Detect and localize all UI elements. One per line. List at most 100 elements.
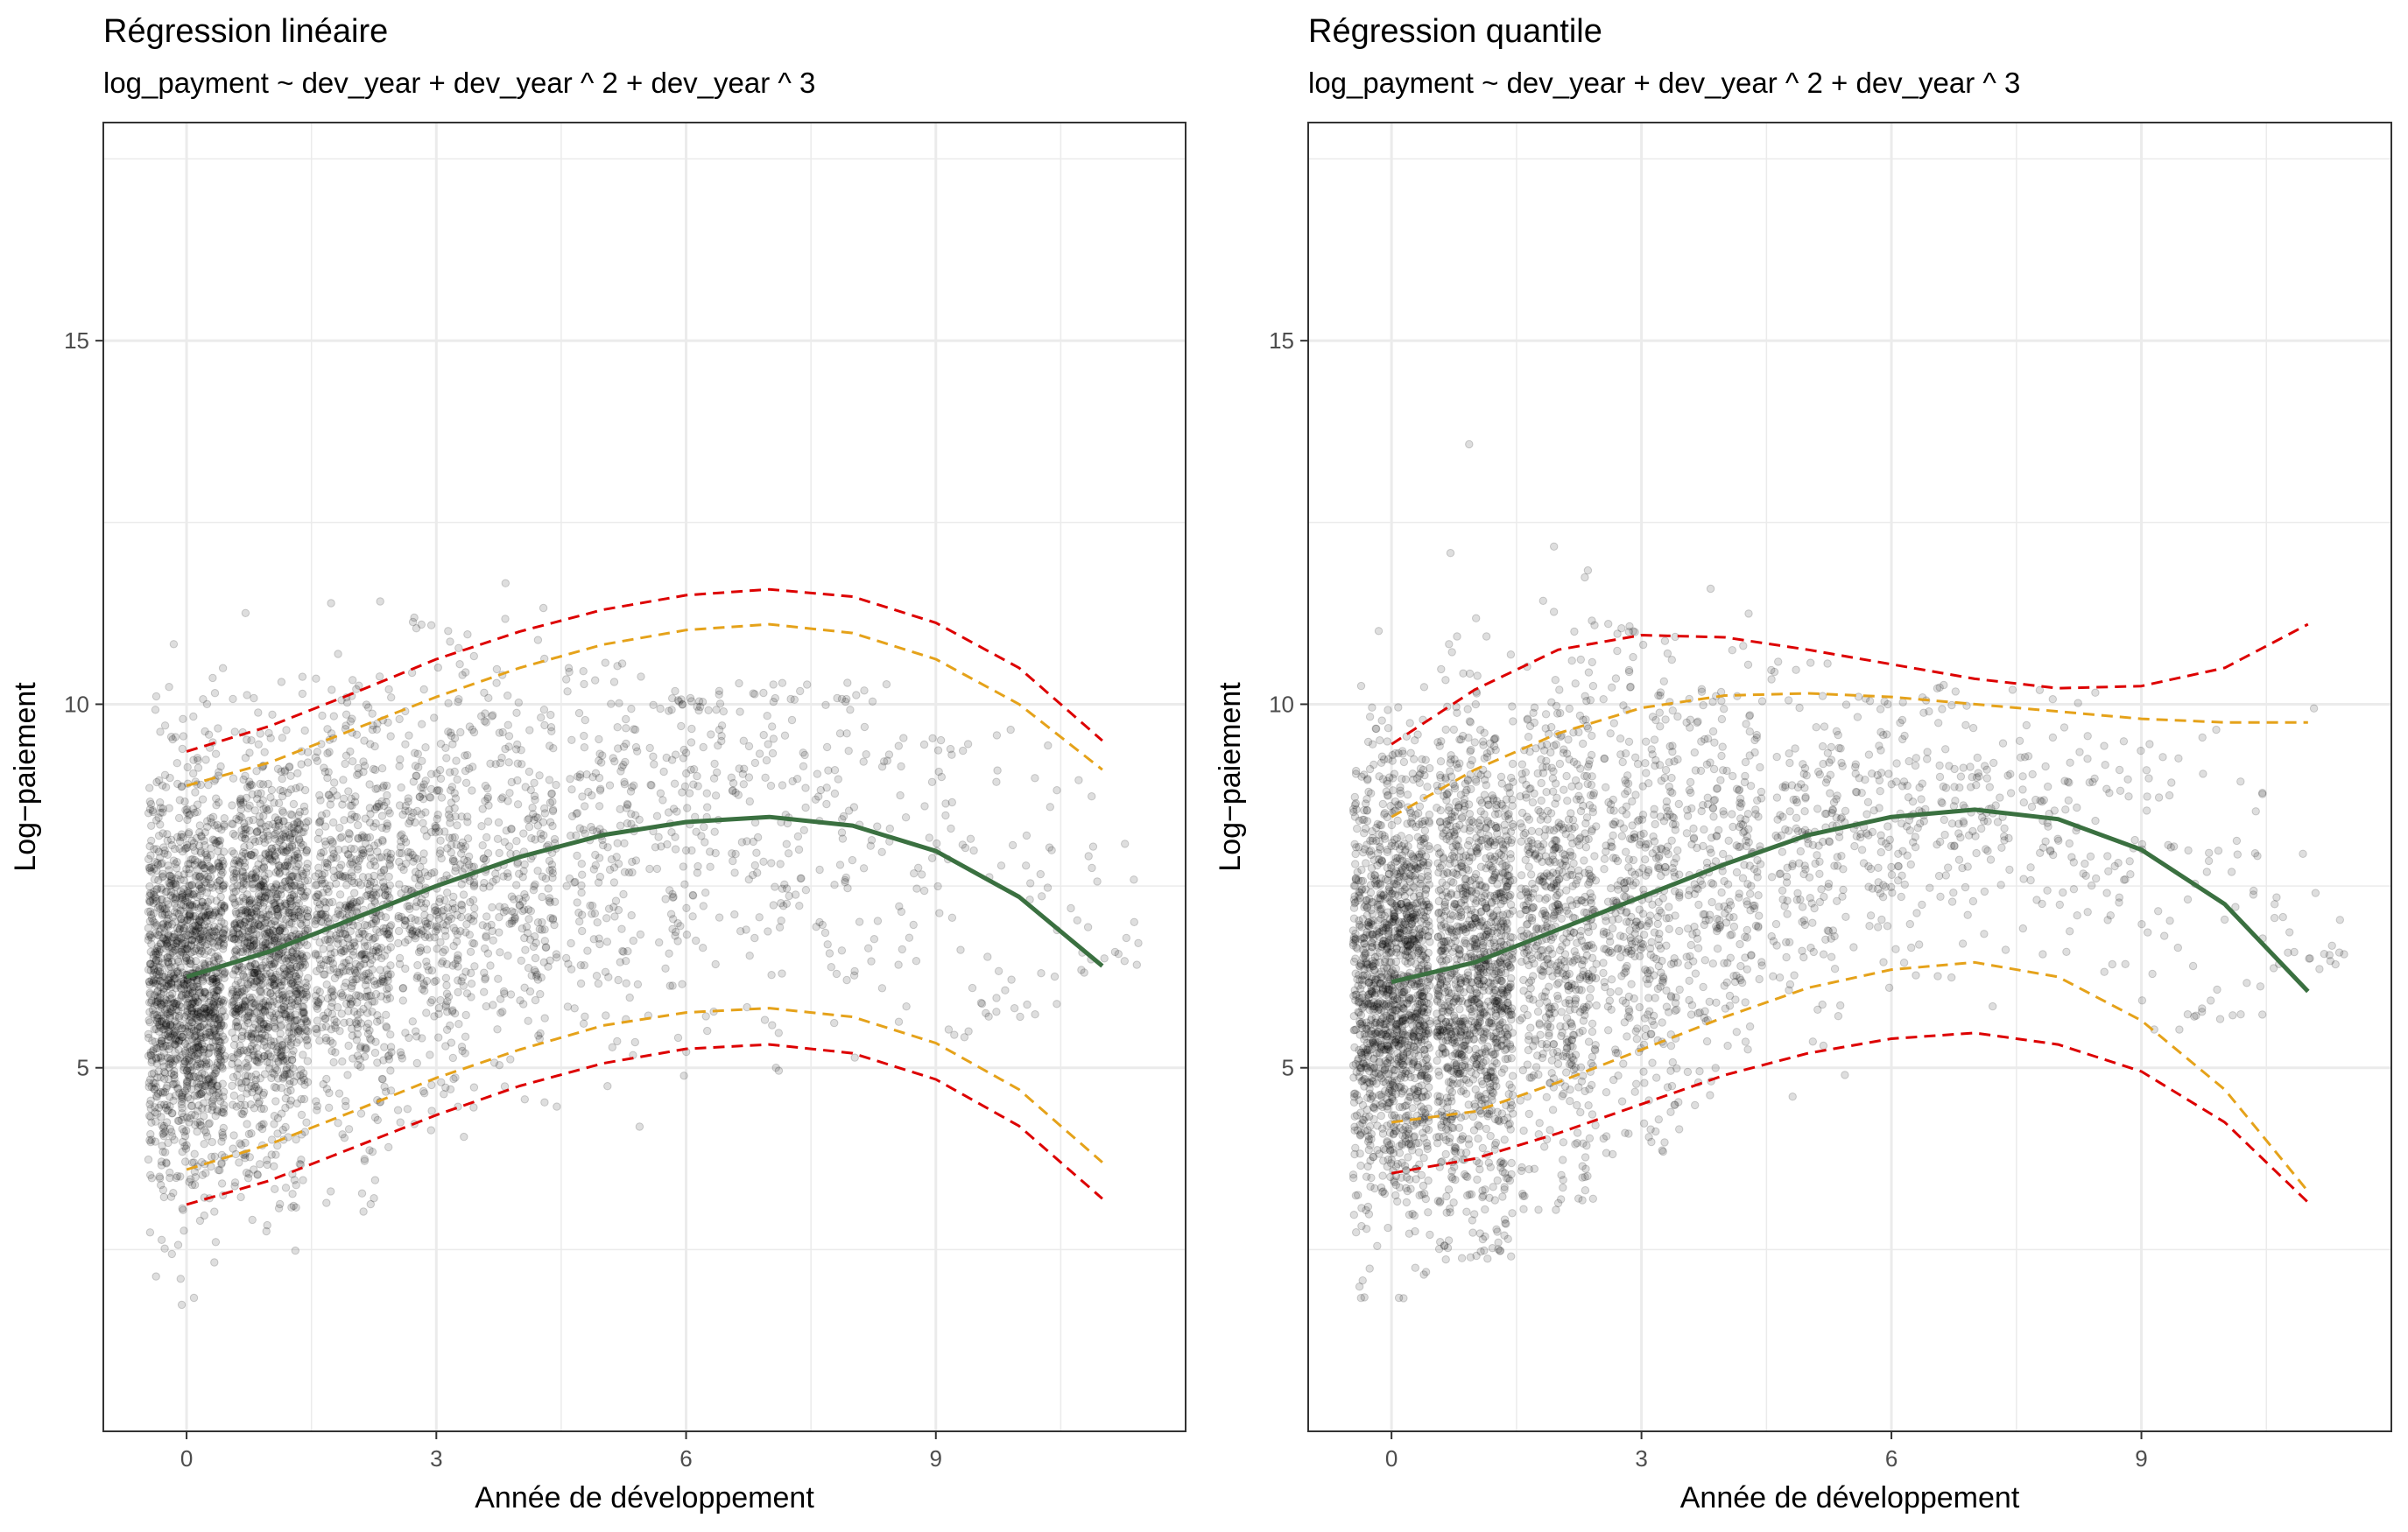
data-point: [290, 1176, 299, 1184]
data-point: [356, 1063, 365, 1072]
data-point: [764, 740, 772, 748]
data-point: [218, 664, 228, 672]
data-point: [187, 881, 197, 889]
data-point: [454, 976, 462, 985]
data-point: [300, 726, 309, 735]
data-point: [197, 912, 206, 921]
data-point: [299, 1051, 307, 1059]
data-point: [186, 889, 195, 899]
data-point: [630, 725, 638, 734]
data-point: [153, 1044, 162, 1053]
data-point: [194, 1043, 203, 1051]
data-point: [267, 1073, 276, 1083]
data-point: [614, 975, 623, 985]
data-point: [334, 650, 342, 658]
data-point: [166, 1007, 176, 1015]
data-point: [546, 798, 555, 807]
y-tick-label: 5: [77, 1055, 89, 1081]
data-point: [145, 1111, 154, 1121]
data-point: [1130, 875, 1138, 884]
data-point: [658, 796, 667, 805]
data-point: [144, 932, 153, 941]
data-point: [411, 748, 419, 757]
data-point: [1026, 879, 1035, 888]
data-point: [787, 715, 797, 725]
data-point: [633, 980, 643, 989]
data-point: [1016, 1012, 1024, 1022]
data-point: [436, 774, 446, 784]
data-point: [215, 840, 224, 849]
data-point: [209, 931, 219, 941]
data-point: [493, 834, 503, 843]
data-point: [180, 885, 188, 894]
data-point: [522, 923, 532, 931]
data-point: [183, 889, 192, 897]
data-point: [652, 864, 662, 874]
data-point: [278, 1125, 287, 1135]
data-point: [216, 1055, 225, 1065]
data-point: [214, 1015, 223, 1024]
data-point: [385, 922, 394, 931]
data-point: [171, 899, 180, 908]
data-point: [173, 938, 181, 948]
data-point: [469, 1103, 478, 1112]
data-point: [208, 985, 217, 994]
data-point: [219, 929, 228, 938]
data-point: [384, 1142, 393, 1152]
data-point: [190, 1091, 199, 1100]
data-point: [216, 1097, 225, 1106]
data-point: [193, 1091, 202, 1100]
data-point: [848, 855, 857, 865]
data-point: [198, 1104, 207, 1113]
data-point: [172, 1037, 181, 1045]
data-point: [216, 906, 226, 916]
data-point: [334, 1089, 344, 1098]
data-point: [298, 990, 306, 999]
data-point: [319, 1011, 327, 1021]
data-point: [187, 989, 197, 998]
data-point: [194, 1101, 203, 1110]
data-point: [211, 749, 221, 758]
data-point: [196, 934, 205, 944]
data-point: [398, 996, 407, 1005]
data-point: [192, 1004, 201, 1013]
data-point: [830, 1018, 839, 1028]
data-point: [189, 912, 198, 921]
data-point: [449, 1074, 458, 1084]
data-point: [463, 818, 472, 826]
data-point: [256, 779, 264, 789]
data-point: [158, 959, 167, 968]
data-point: [147, 914, 157, 923]
data-point: [201, 1008, 211, 1016]
data-point: [146, 1170, 155, 1180]
data-point: [153, 994, 162, 1003]
data-point: [403, 902, 412, 910]
data-point: [169, 946, 178, 956]
data-point: [203, 853, 212, 862]
data-point: [192, 926, 201, 935]
data-point: [609, 678, 619, 686]
data-point: [579, 826, 588, 834]
data-point: [202, 699, 212, 708]
data-point: [243, 1120, 251, 1128]
data-point: [216, 866, 226, 875]
data-point: [256, 1035, 264, 1044]
data-point: [221, 967, 229, 977]
data-point: [256, 895, 264, 904]
data-point: [144, 1079, 154, 1087]
data-point: [159, 987, 168, 996]
data-point: [1088, 863, 1096, 873]
data-point: [190, 1149, 199, 1158]
data-point: [542, 943, 551, 952]
data-point: [158, 1039, 166, 1048]
data-point: [209, 922, 219, 931]
data-point: [254, 740, 263, 748]
data-point: [169, 940, 178, 949]
data-point: [206, 1008, 215, 1017]
data-point: [147, 1135, 156, 1144]
data-point: [161, 1128, 170, 1136]
data-point: [208, 1037, 217, 1047]
data-point: [610, 757, 619, 766]
data-point: [486, 961, 495, 970]
data-point: [461, 751, 469, 760]
